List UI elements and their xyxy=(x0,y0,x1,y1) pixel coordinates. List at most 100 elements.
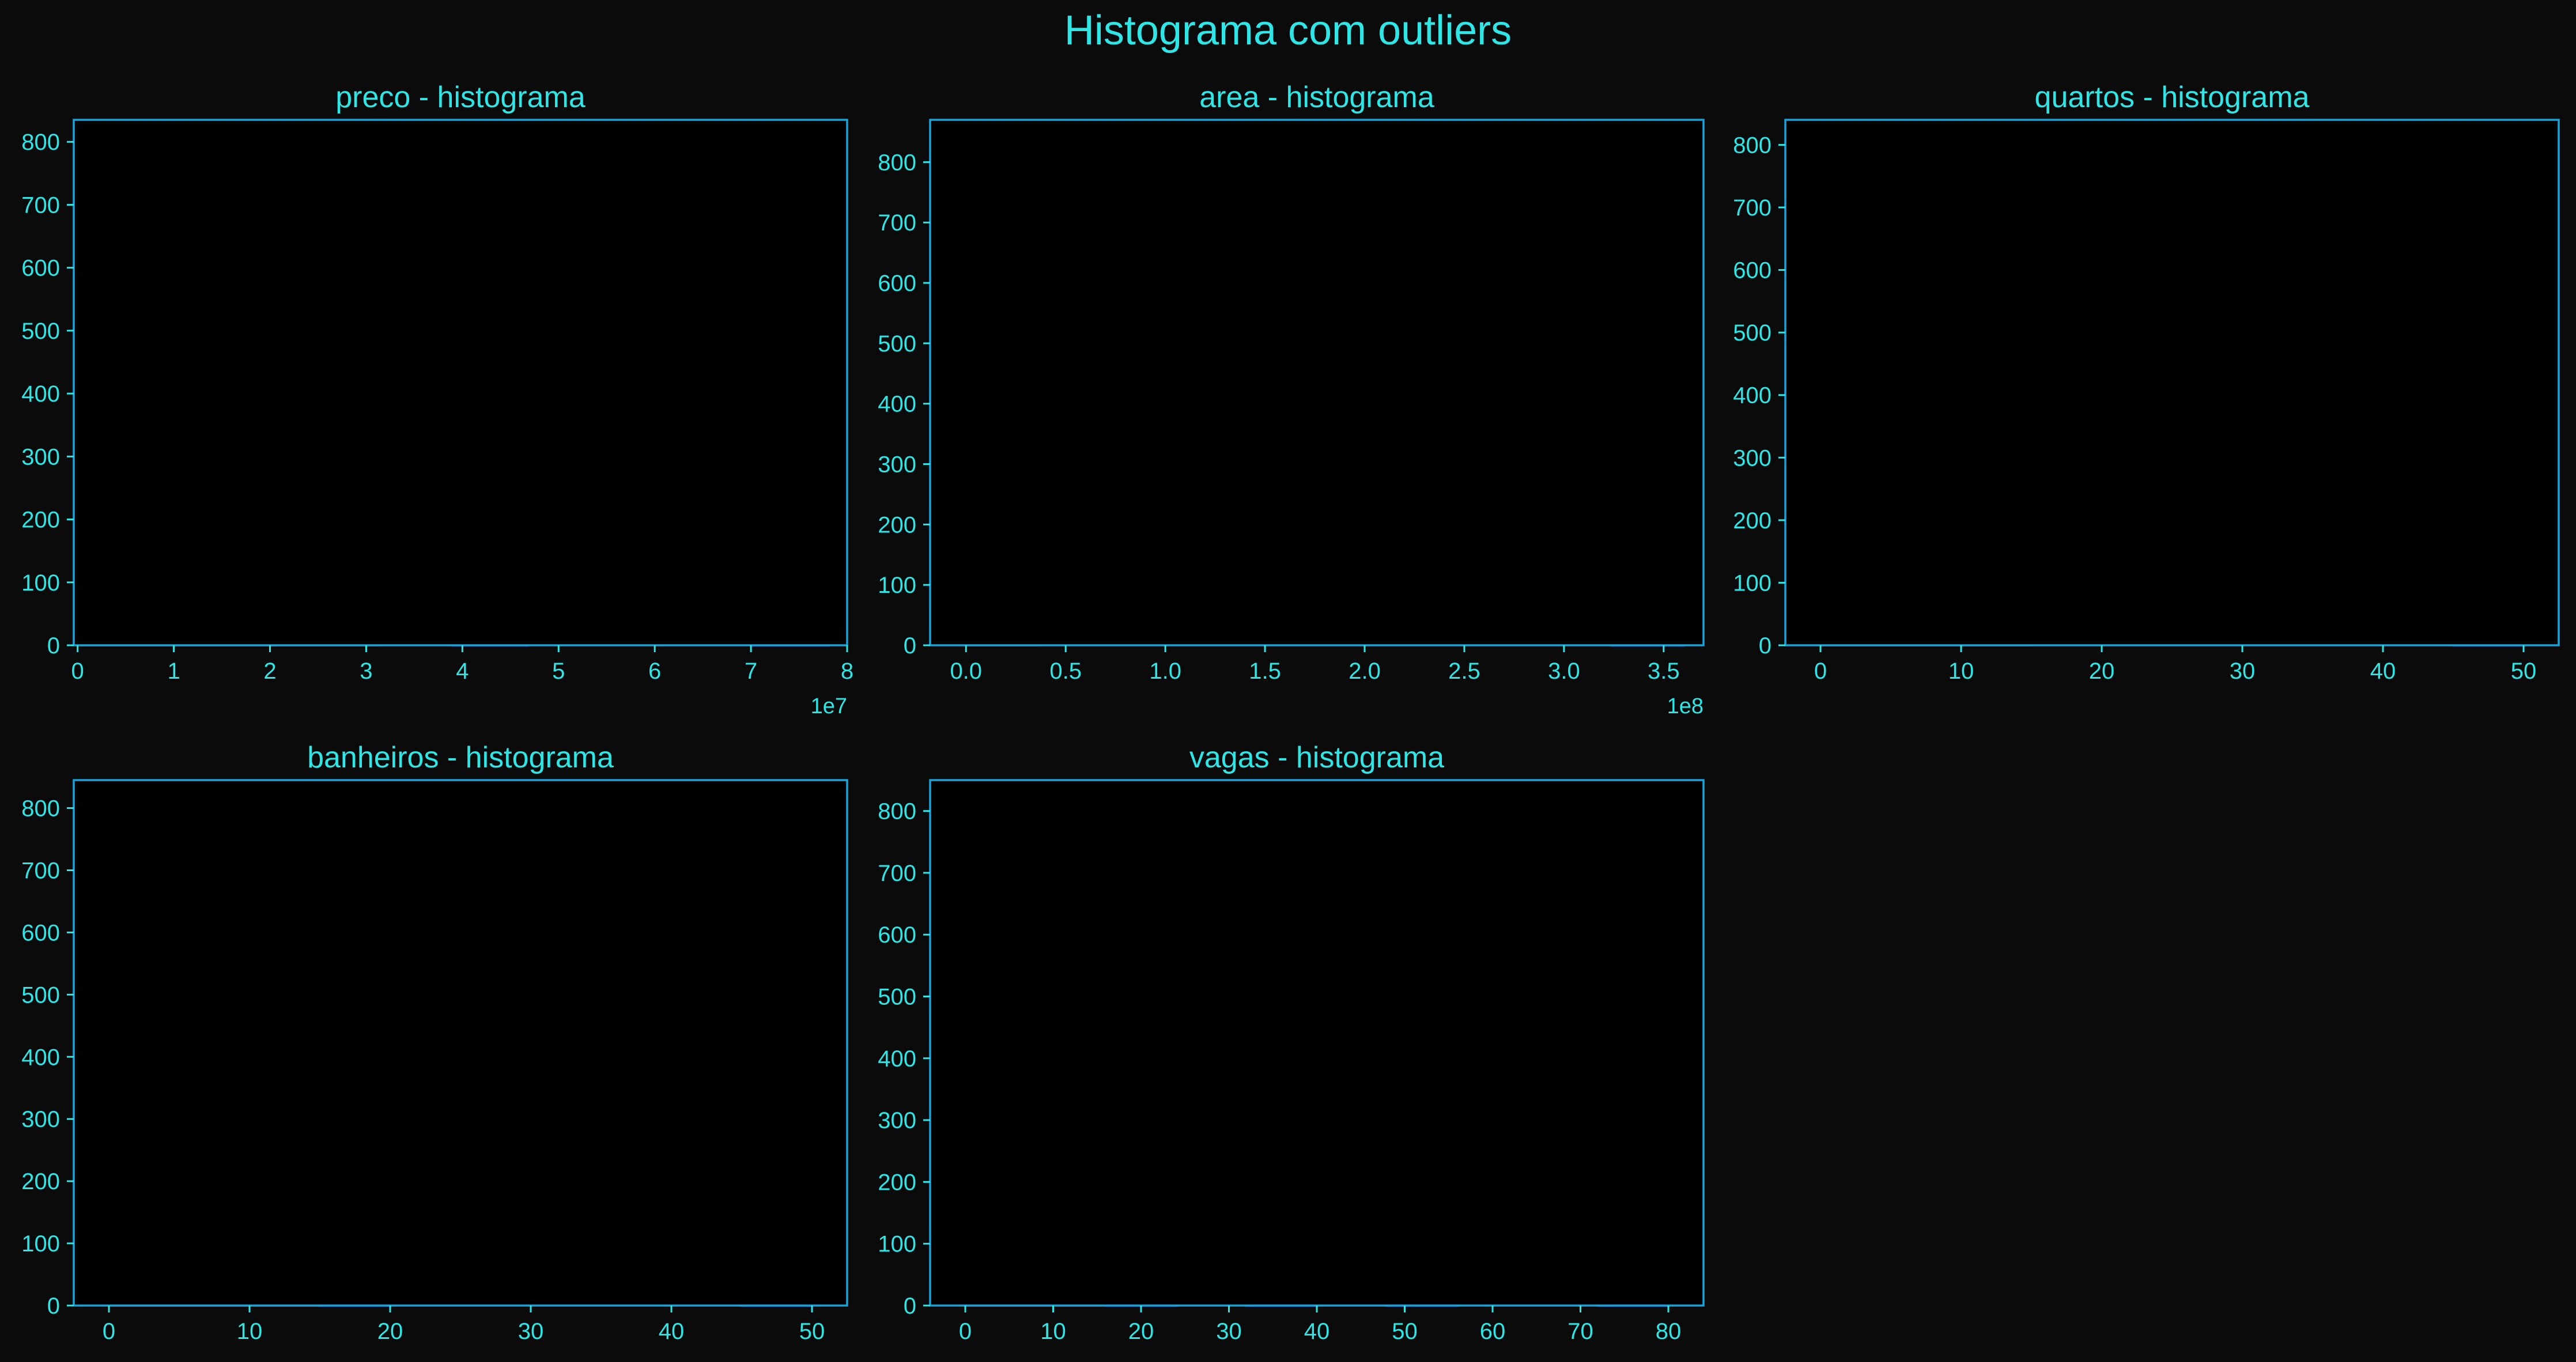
x-tick-label: 40 xyxy=(1304,1319,1330,1344)
y-tick-label: 200 xyxy=(21,1169,60,1194)
y-tick-label: 800 xyxy=(878,150,916,175)
y-tick-label: 700 xyxy=(878,861,916,886)
histogram-panel-3: 0 10 20 30 40 500100200300400500600700800quar… xyxy=(1733,81,2560,684)
x-tick-label: 50 xyxy=(2511,659,2537,684)
y-tick-label: 800 xyxy=(21,796,60,822)
axes-frame xyxy=(73,119,848,646)
y-tick-label: 600 xyxy=(1733,258,1772,283)
y-tick-label: 600 xyxy=(21,920,60,945)
y-tick-label: 500 xyxy=(878,985,916,1010)
y-tick-label: 700 xyxy=(878,210,916,236)
x-tick-label: 10 xyxy=(237,1319,263,1344)
histogram-panel-5: 0 10 20 30 40 50 60 70 8001002003004005006007008… xyxy=(878,741,1705,1344)
figure-title: Histograma com outliers xyxy=(1064,7,1512,54)
x-tick-label: 1.0 xyxy=(1149,659,1181,684)
y-tick-label: 800 xyxy=(1733,133,1772,158)
x-tick-label: 40 xyxy=(659,1319,685,1344)
y-tick-label: 100 xyxy=(21,1231,60,1257)
x-tick-label: 1 xyxy=(167,659,180,684)
axes-frame xyxy=(929,119,1705,646)
panel-title: vagas - histograma xyxy=(1189,741,1444,774)
histogram-panel-2: 0.0 0.5 1.0 1.5 2.0 2.5 3.0 3.5 0 100 200 300 400 500… xyxy=(878,81,1705,718)
x-tick-label: 2.0 xyxy=(1349,659,1381,684)
panel-title: preco - histograma xyxy=(335,81,586,114)
y-tick-label: 0 xyxy=(47,633,60,659)
y-tick-label: 700 xyxy=(1733,195,1772,221)
panel-title: area - histograma xyxy=(1199,81,1434,114)
y-tick-label: 300 xyxy=(878,452,916,478)
y-tick-label: 300 xyxy=(21,1107,60,1132)
x-tick-label: 2.5 xyxy=(1448,659,1480,684)
x-tick-label: 50 xyxy=(799,1319,825,1344)
x-tick-label: 6 xyxy=(648,659,661,684)
x-tick-label: 10 xyxy=(1040,1319,1066,1344)
y-tick-label: 700 xyxy=(21,858,60,883)
histogram-panel-1: 0 1 2 3 4 5 6 7 8 0 100 200 300 400 500 600 700 800 1e7 pre… xyxy=(21,81,853,718)
x-tick-label: 70 xyxy=(1567,1319,1593,1344)
y-tick-label: 300 xyxy=(1733,445,1772,471)
panel-title: banheiros - histograma xyxy=(307,741,614,774)
y-tick-label: 800 xyxy=(21,130,60,155)
y-tick-label: 100 xyxy=(1733,570,1772,596)
x-tick-label: 80 xyxy=(1656,1319,1682,1344)
y-tick-label: 200 xyxy=(1733,508,1772,534)
y-tick-label: 600 xyxy=(21,256,60,281)
x-tick-label: 30 xyxy=(518,1319,544,1344)
y-tick-label: 800 xyxy=(878,799,916,824)
panel-title: quartos - histograma xyxy=(2035,81,2310,114)
x-tick-label: 30 xyxy=(1216,1319,1242,1344)
y-tick-label: 100 xyxy=(21,570,60,596)
histogram-panel-4: 0 10 20 30 40 500100200300400500600700800banh… xyxy=(21,741,848,1344)
axes-frame xyxy=(929,779,1705,1307)
x-tick-label: 60 xyxy=(1480,1319,1506,1344)
y-tick-label: 400 xyxy=(1733,383,1772,408)
y-tick-label: 200 xyxy=(21,508,60,533)
y-tick-label: 400 xyxy=(21,1045,60,1070)
x-tick-label: 0 xyxy=(103,1319,115,1344)
x-tick-label: 20 xyxy=(1128,1319,1154,1344)
y-tick-label: 400 xyxy=(878,1046,916,1072)
x-tick-label: 3.0 xyxy=(1548,659,1580,684)
x-tick-label: 8 xyxy=(841,659,853,684)
y-tick-label: 0 xyxy=(904,633,916,659)
y-tick-label: 400 xyxy=(21,381,60,407)
x-tick-label: 20 xyxy=(377,1319,403,1344)
y-tick-label: 0 xyxy=(47,1293,60,1319)
x-tick-label: 0.5 xyxy=(1049,659,1082,684)
y-tick-label: 300 xyxy=(21,444,60,470)
y-tick-label: 500 xyxy=(21,982,60,1008)
x-offset-label: 1e8 xyxy=(1667,694,1704,718)
y-tick-label: 600 xyxy=(878,922,916,948)
x-tick-label: 0 xyxy=(71,659,84,684)
x-tick-label: 3 xyxy=(360,659,372,684)
x-offset-label: 1e7 xyxy=(811,694,847,718)
y-tick-label: 100 xyxy=(878,1232,916,1257)
x-tick-label: 2 xyxy=(263,659,276,684)
y-tick-label: 300 xyxy=(878,1108,916,1133)
x-tick-label: 4 xyxy=(456,659,469,684)
y-tick-label: 500 xyxy=(1733,320,1772,346)
y-tick-label: 200 xyxy=(878,1170,916,1195)
y-tick-label: 700 xyxy=(21,192,60,218)
x-tick-label: 7 xyxy=(745,659,757,684)
x-tick-label: 0 xyxy=(959,1319,972,1344)
y-tick-label: 0 xyxy=(904,1293,916,1319)
y-tick-label: 0 xyxy=(1759,633,1772,659)
x-tick-label: 40 xyxy=(2370,659,2396,684)
x-tick-label: 20 xyxy=(2089,659,2115,684)
y-tick-label: 100 xyxy=(878,573,916,598)
axes-frame xyxy=(73,779,848,1307)
axes-frame xyxy=(1784,119,2560,646)
x-tick-label: 3.5 xyxy=(1648,659,1680,684)
x-tick-label: 10 xyxy=(1948,659,1974,684)
x-tick-label: 1.5 xyxy=(1249,659,1281,684)
y-tick-label: 500 xyxy=(878,331,916,357)
y-tick-label: 200 xyxy=(878,512,916,538)
y-tick-label: 600 xyxy=(878,271,916,296)
y-tick-label: 500 xyxy=(21,319,60,344)
y-tick-label: 400 xyxy=(878,392,916,417)
x-tick-label: 0.0 xyxy=(950,659,982,684)
x-tick-label: 5 xyxy=(552,659,565,684)
x-tick-label: 0 xyxy=(1814,659,1827,684)
